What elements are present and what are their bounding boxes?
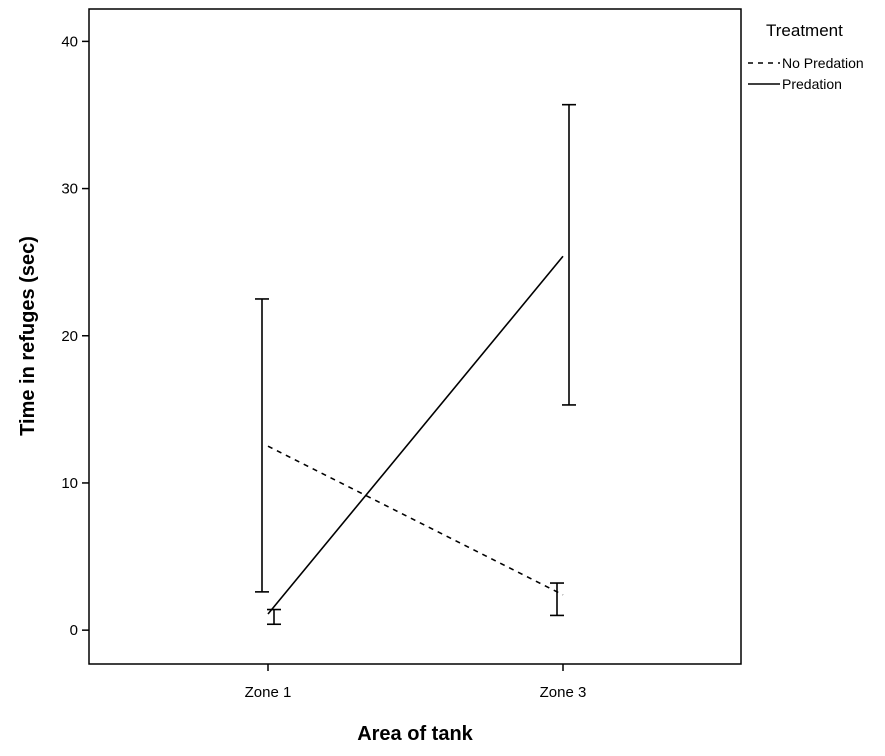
y-tick-label: 0: [70, 622, 78, 639]
x-axis-title: Area of tank: [357, 723, 473, 745]
y-tick-label: 30: [61, 181, 78, 198]
y-tick-label: 40: [61, 33, 78, 50]
x-tick-label: Zone 1: [245, 684, 292, 701]
legend-label: No Predation: [782, 55, 864, 71]
y-tick-label: 10: [61, 475, 78, 492]
legend: Treatment No Predation Predation: [748, 21, 864, 92]
y-axis-title: Time in refuges (sec): [17, 236, 39, 436]
series-line-predation: [267, 255, 564, 615]
y-axis: 0 10 20 30 40: [61, 33, 89, 639]
legend-title: Treatment: [766, 21, 843, 40]
series-layer: [255, 103, 576, 626]
error-bar: [550, 582, 564, 617]
y-tick-label: 20: [61, 328, 78, 345]
plot-area-frame: [88, 8, 742, 665]
error-bar: [255, 298, 269, 593]
x-tick-label: Zone 3: [540, 684, 587, 701]
error-bar: [562, 103, 576, 406]
legend-label: Predation: [782, 76, 842, 92]
error-bar: [267, 608, 281, 626]
series-line-no-predation: [267, 445, 564, 596]
x-axis: Zone 1 Zone 3: [245, 664, 587, 701]
